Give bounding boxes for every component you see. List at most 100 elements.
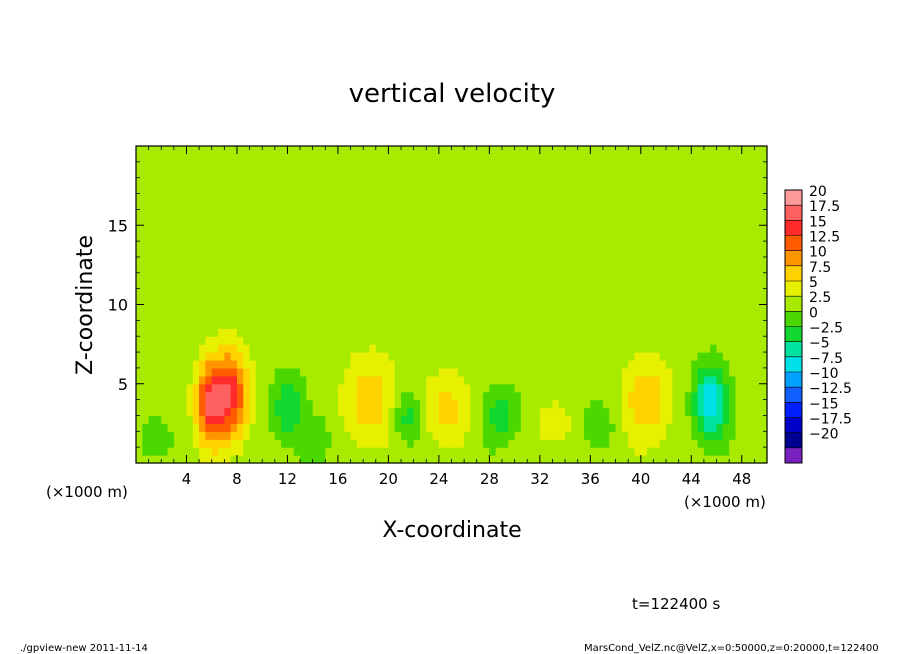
heatmap-cell: [243, 431, 251, 440]
heatmap-cell: [249, 272, 257, 282]
heatmap-cell: [672, 352, 680, 361]
heatmap-cell: [318, 201, 326, 210]
heatmap-cell: [394, 177, 402, 187]
heatmap-cell: [325, 272, 333, 282]
heatmap-cell: [306, 153, 314, 163]
heatmap-cell: [369, 217, 377, 226]
heatmap-cell: [748, 312, 755, 321]
heatmap-cell: [331, 447, 339, 456]
heatmap-cell: [735, 352, 743, 361]
heatmap-cell: [760, 344, 768, 353]
heatmap-cell: [255, 288, 263, 298]
heatmap-cell: [609, 344, 617, 353]
heatmap-cell: [318, 383, 326, 393]
heatmap-cell: [602, 177, 610, 187]
heatmap-cell: [640, 383, 648, 393]
heatmap-cell: [577, 233, 585, 242]
heatmap-cell: [495, 201, 503, 210]
heatmap-cell: [640, 201, 648, 210]
heatmap-cell: [211, 169, 219, 179]
heatmap-cell: [508, 233, 516, 242]
heatmap-cell: [438, 439, 446, 448]
heatmap-cell: [621, 423, 629, 432]
heatmap-cell: [584, 312, 591, 321]
heatmap-cell: [659, 304, 667, 314]
heatmap-cell: [735, 146, 743, 155]
heatmap-cell: [262, 201, 270, 210]
heatmap-cell: [167, 367, 175, 377]
heatmap-cell: [722, 320, 730, 329]
heatmap-cell: [199, 423, 207, 432]
heatmap-cell: [539, 304, 547, 314]
heatmap-cell: [167, 233, 175, 242]
heatmap-cell: [211, 177, 219, 187]
heatmap-cell: [218, 272, 225, 282]
heatmap-cell: [388, 177, 396, 187]
heatmap-cell: [192, 280, 200, 290]
heatmap-cell: [382, 415, 389, 424]
heatmap-cell: [419, 344, 427, 353]
heatmap-cell: [394, 328, 402, 337]
heatmap-cell: [653, 288, 661, 298]
heatmap-cell: [558, 367, 566, 377]
heatmap-cell: [419, 367, 427, 377]
heatmap-cell: [249, 415, 257, 424]
heatmap-cell: [249, 352, 257, 361]
heatmap-cell: [369, 344, 377, 353]
heatmap-cell: [552, 280, 560, 290]
heatmap-cell: [199, 256, 207, 266]
heatmap-cell: [154, 383, 162, 393]
heatmap-cell: [672, 153, 680, 163]
heatmap-cell: [552, 161, 560, 171]
heatmap-cell: [230, 320, 238, 329]
heatmap-cell: [495, 169, 503, 179]
heatmap-cell: [205, 407, 213, 417]
heatmap-cell: [445, 177, 453, 187]
heatmap-cell: [136, 447, 143, 456]
heatmap-cell: [312, 169, 320, 179]
heatmap-cell: [754, 241, 762, 250]
heatmap-cell: [558, 439, 566, 448]
heatmap-cell: [760, 280, 768, 290]
heatmap-cell: [703, 367, 711, 377]
heatmap-cell: [419, 320, 427, 329]
heatmap-cell: [136, 296, 143, 306]
heatmap-cell: [590, 272, 598, 282]
heatmap-cell: [426, 169, 434, 179]
heatmap-cell: [609, 225, 617, 234]
heatmap-cell: [546, 280, 554, 290]
heatmap-cell: [533, 169, 541, 179]
heatmap-cell: [703, 312, 711, 321]
heatmap-cell: [691, 304, 699, 314]
heatmap-cell: [565, 304, 572, 314]
heatmap-cell: [369, 264, 377, 274]
heatmap-cell: [224, 161, 232, 171]
heatmap-cell: [300, 185, 307, 195]
heatmap-cell: [577, 288, 585, 298]
heatmap-cell: [634, 359, 642, 369]
heatmap-cell: [615, 264, 623, 274]
heatmap-cell: [628, 359, 636, 369]
heatmap-cell: [218, 233, 225, 242]
heatmap-cell: [255, 217, 263, 226]
heatmap-cell: [565, 375, 572, 385]
heatmap-cell: [691, 407, 699, 417]
heatmap-cell: [369, 256, 377, 266]
heatmap-cell: [577, 312, 585, 321]
heatmap-cell: [691, 256, 699, 266]
heatmap-cell: [565, 431, 572, 440]
heatmap-cell: [300, 439, 307, 448]
heatmap-cell: [464, 153, 472, 163]
heatmap-cell: [678, 304, 686, 314]
heatmap-cell: [224, 280, 232, 290]
heatmap-cell: [438, 375, 446, 385]
heatmap-cell: [483, 185, 490, 195]
heatmap-cell: [262, 415, 270, 424]
heatmap-cell: [483, 344, 490, 353]
heatmap-cell: [419, 399, 427, 409]
heatmap-cell: [369, 391, 377, 401]
heatmap-cell: [691, 201, 699, 210]
colorbar-label: 17.5: [809, 199, 840, 215]
colorbar-swatch: [785, 387, 802, 403]
heatmap-cell: [249, 177, 257, 187]
